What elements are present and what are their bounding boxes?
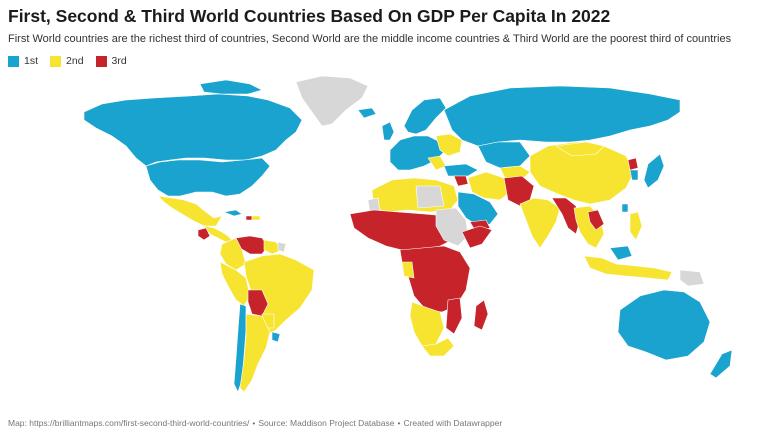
region-argentina[interactable] [239, 313, 271, 393]
region-russia[interactable] [443, 85, 681, 147]
legend-item-third: 3rd [95, 55, 127, 67]
footer: Map: https://brilliantmaps.com/first-sec… [8, 418, 502, 428]
region-greenland[interactable] [295, 75, 369, 127]
footer-separator: • [252, 418, 256, 428]
page-title: First, Second & Third World Countries Ba… [8, 6, 611, 26]
region-dominican[interactable] [251, 215, 261, 221]
footer-map-credit[interactable]: Map: https://brilliantmaps.com/first-sec… [8, 418, 250, 428]
region-haiti[interactable] [245, 215, 253, 221]
region-central-asia[interactable] [477, 141, 531, 169]
region-arabia[interactable] [457, 191, 499, 227]
region-mongolia[interactable] [555, 141, 605, 157]
legend-label-first: 1st [24, 55, 39, 67]
region-indochina-poor[interactable] [587, 209, 605, 231]
region-south-korea[interactable] [629, 169, 639, 181]
legend-swatch-first [8, 55, 19, 67]
region-taiwan[interactable] [621, 203, 629, 213]
region-turkey[interactable] [443, 163, 479, 177]
region-central-america-poor[interactable] [197, 227, 211, 241]
legend-item-first: 1st [8, 55, 38, 67]
region-north-korea[interactable] [627, 157, 639, 171]
region-eastern-europe[interactable] [435, 133, 463, 157]
region-caribbean[interactable] [223, 209, 243, 217]
region-libya[interactable] [415, 185, 445, 209]
region-horn[interactable] [461, 225, 493, 249]
region-arctic-islands[interactable] [199, 79, 263, 95]
legend-label-second: 2nd [66, 55, 84, 67]
region-south-asia-poor[interactable] [551, 197, 581, 235]
region-usa[interactable] [145, 157, 271, 197]
region-australia[interactable] [617, 289, 711, 361]
region-south-africa[interactable] [421, 337, 455, 357]
region-scandinavia[interactable] [403, 97, 447, 135]
region-papua[interactable] [679, 269, 705, 287]
region-canada-alaska[interactable] [83, 93, 303, 167]
region-uruguay[interactable] [271, 331, 281, 343]
region-guiana-nodata[interactable] [277, 241, 287, 253]
legend-label-third: 3rd [111, 55, 127, 67]
legend: 1st 2nd 3rd [8, 55, 127, 67]
region-middle-east[interactable] [467, 171, 511, 201]
region-iceland[interactable] [357, 107, 377, 119]
region-balkans[interactable] [427, 155, 447, 171]
region-madagascar[interactable] [473, 299, 489, 331]
legend-swatch-second [50, 55, 62, 67]
legend-item-second: 2nd [50, 55, 84, 67]
page-subtitle: First World countries are the richest th… [8, 33, 732, 45]
region-uk[interactable] [381, 121, 395, 141]
region-colombia[interactable] [219, 237, 247, 271]
region-north-africa[interactable] [371, 177, 459, 213]
region-sudan-ethiopia[interactable] [435, 207, 469, 247]
footer-source: Source: Maddison Project Database [258, 418, 395, 428]
region-malaysia[interactable] [609, 245, 633, 261]
region-philippines[interactable] [629, 211, 643, 241]
region-gabon[interactable] [401, 261, 415, 279]
region-indonesia[interactable] [583, 255, 673, 281]
footer-separator-2: • [397, 418, 401, 428]
region-mexico[interactable] [157, 195, 223, 227]
world-map [83, 75, 733, 393]
region-new-zealand[interactable] [709, 349, 733, 379]
footer-created: Created with Datawrapper [403, 418, 503, 428]
region-japan[interactable] [643, 153, 665, 189]
region-guianas[interactable] [263, 239, 283, 255]
region-mozambique[interactable] [445, 297, 463, 335]
region-syria[interactable] [453, 175, 469, 187]
legend-swatch-third [95, 55, 107, 67]
region-india[interactable] [519, 197, 561, 249]
